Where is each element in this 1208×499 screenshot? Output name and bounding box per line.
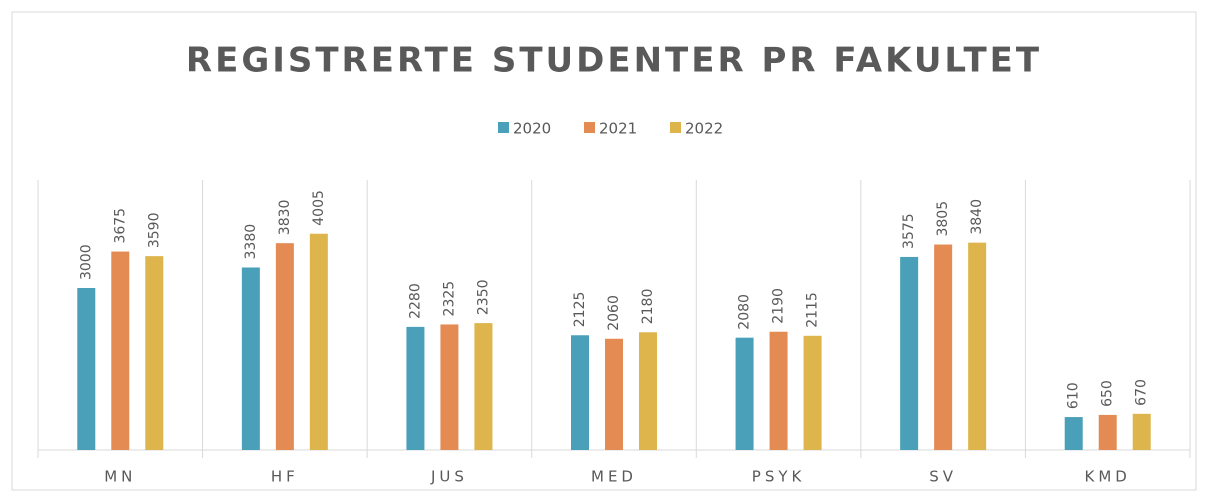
data-label: 2350 xyxy=(475,279,491,315)
legend-label: 2021 xyxy=(599,120,637,138)
legend-swatch xyxy=(670,122,681,133)
bar xyxy=(900,256,919,450)
data-label: 2325 xyxy=(441,281,457,317)
x-tick-label: HF xyxy=(271,468,299,486)
x-tick-label: SV xyxy=(929,468,957,486)
data-label: 2280 xyxy=(407,283,423,319)
legend-swatch xyxy=(498,122,509,133)
data-label: 3590 xyxy=(146,212,162,248)
bar xyxy=(571,335,589,450)
bar xyxy=(1132,413,1151,450)
bar xyxy=(1064,417,1083,450)
data-label: 3805 xyxy=(935,201,951,237)
data-label: 2080 xyxy=(737,294,753,330)
bar xyxy=(440,324,459,450)
bar xyxy=(934,244,953,450)
chart-title: REGISTRERTE STUDENTER PR FAKULTET xyxy=(186,41,1042,81)
bar xyxy=(241,267,260,450)
data-label: 3840 xyxy=(969,199,985,235)
bar xyxy=(77,288,96,450)
data-label: 3675 xyxy=(112,208,128,244)
bar xyxy=(275,243,294,450)
bar xyxy=(769,331,788,450)
data-label: 3380 xyxy=(243,224,259,260)
bar xyxy=(309,233,328,450)
data-label: 3830 xyxy=(277,200,293,236)
data-label: 3575 xyxy=(901,213,917,249)
bar xyxy=(1098,414,1117,450)
bar xyxy=(111,251,130,450)
bar xyxy=(406,326,425,450)
legend-label: 2022 xyxy=(685,120,723,138)
x-tick-label: PSYK xyxy=(752,468,806,486)
bar xyxy=(735,337,754,450)
data-label: 2125 xyxy=(572,292,588,328)
data-label: 2060 xyxy=(606,295,622,331)
bar xyxy=(803,335,822,450)
data-label: 2180 xyxy=(640,289,656,325)
data-label: 650 xyxy=(1100,380,1116,407)
x-tick-label: MN xyxy=(104,468,136,486)
data-label: 610 xyxy=(1066,382,1082,409)
data-label: 670 xyxy=(1134,379,1150,406)
x-tick-label: KMD xyxy=(1085,468,1131,486)
bar xyxy=(639,332,657,450)
data-label: 2115 xyxy=(805,292,821,328)
bar xyxy=(145,256,164,450)
data-label: 4005 xyxy=(311,190,327,226)
bar xyxy=(474,323,493,450)
chart-border xyxy=(11,11,1197,491)
legend-label: 2020 xyxy=(513,120,551,138)
legend-swatch xyxy=(584,122,595,133)
data-label: 3000 xyxy=(78,244,94,280)
data-label: 2190 xyxy=(771,288,787,324)
bar xyxy=(968,242,987,450)
bar xyxy=(605,338,623,450)
x-tick-label: MED xyxy=(591,468,637,486)
x-tick-label: JUS xyxy=(430,468,468,486)
